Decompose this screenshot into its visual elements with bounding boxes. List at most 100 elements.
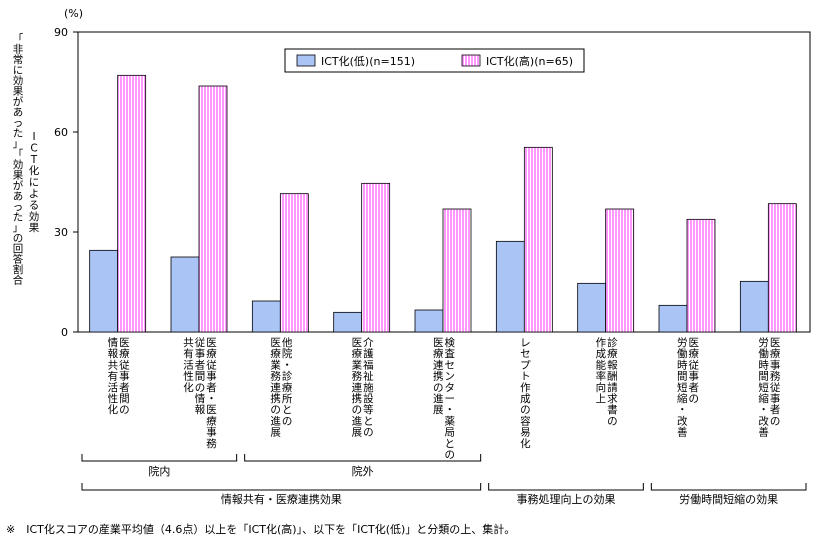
category-label-char: 活: [108, 382, 119, 394]
y-label-char: T: [30, 154, 38, 166]
category-label-char: ン: [445, 371, 456, 383]
category-label-char: 進: [352, 415, 363, 427]
category-label-char: と: [282, 404, 293, 416]
category-label-char: 祉: [363, 371, 374, 383]
category-label-char: 能: [596, 358, 607, 371]
category-label-char: 事: [119, 370, 130, 383]
legend-swatch: [461, 54, 481, 67]
y-label-char: 「: [13, 33, 24, 45]
y-label-char: 「: [13, 149, 24, 161]
y-label-char: 割: [13, 263, 24, 276]
category-label-char: 間: [758, 371, 769, 383]
category-label-char: の: [607, 415, 618, 427]
category-label-char: ・: [206, 393, 217, 405]
category-label-char: 善: [758, 426, 769, 439]
category-label-char: 性: [108, 392, 119, 405]
category-label-char: 報: [195, 404, 206, 416]
x-axis-labels: 医療従事者間の情報共有活性化医療従事者・医療事務従事者間の情報共有活性化他院・診…: [108, 336, 781, 461]
category-label-char: 医: [206, 337, 217, 349]
bar-low: [170, 256, 200, 333]
y-label-char: 果: [13, 170, 24, 182]
category-label-char: の: [195, 382, 206, 394]
category-label-char: 間: [195, 371, 206, 383]
category-label-char: 事: [206, 370, 217, 383]
category-label-char: 書: [607, 403, 618, 416]
bar-low: [89, 249, 119, 333]
bar-high: [279, 193, 309, 333]
category-label-char: 共: [183, 337, 194, 349]
category-label-char: 事: [206, 426, 217, 439]
category-label-char: 者: [770, 404, 781, 416]
y-tick-label: 60: [54, 126, 68, 139]
category-label-char: 連: [433, 358, 444, 371]
category-label-char: の: [433, 382, 444, 394]
category-label-char: 性: [183, 370, 194, 383]
category-label-char: ト: [520, 371, 531, 383]
y-label-char: 回: [13, 243, 24, 255]
y-label-char: に: [29, 177, 40, 189]
category-label-char: 携: [352, 392, 363, 405]
category-label-char: の: [352, 404, 363, 416]
category-label-char: 従: [770, 381, 781, 394]
bar-high: [198, 85, 228, 333]
category-label-char: 療: [433, 347, 444, 360]
category-label-char: 療: [119, 347, 130, 360]
category-label-char: 務: [270, 370, 281, 383]
category-label-char: 向: [596, 381, 607, 394]
category-label-char: 所: [282, 393, 293, 405]
category-label-char: 情: [195, 392, 206, 405]
category-label-char: 従: [195, 336, 206, 349]
category-label-char: 労: [758, 336, 769, 349]
legend-label: ICT化(高)(n=65): [486, 54, 573, 68]
category-label-char: 療: [206, 347, 217, 360]
category-label-char: 縮: [677, 392, 688, 405]
category-label-char: タ: [445, 382, 456, 394]
category-label-char: 療: [689, 347, 700, 360]
category-label-char: 間: [677, 371, 688, 383]
y-label-char: 効: [13, 74, 24, 87]
category-label-char: 化: [183, 381, 194, 394]
legend: ICT化(低)(n=151) ICT化(高)(n=65): [284, 48, 585, 73]
category-label-char: 有: [108, 370, 119, 383]
category-label-char: の: [363, 427, 374, 439]
category-label-char: 働: [758, 347, 769, 360]
category-label-char: 者: [119, 382, 130, 394]
category-label-char: 縮: [758, 392, 769, 405]
y-label-char: 効: [29, 210, 40, 223]
category-label-char: 働: [677, 347, 688, 360]
category-label-char: 作: [520, 382, 531, 394]
y-label-char: 」: [13, 222, 24, 234]
category-label-char: 短: [758, 381, 769, 394]
category-label-char: 共: [108, 359, 119, 371]
category-label-char: 請: [607, 381, 618, 394]
category-label-char: 療: [270, 347, 281, 360]
category-label-char: 事: [770, 392, 781, 405]
category-label-char: 率: [596, 370, 607, 383]
category-label-char: 連: [270, 381, 281, 394]
y-label-char: I: [32, 131, 35, 143]
category-label-char: ・: [677, 404, 688, 416]
category-label-char: 介: [363, 337, 374, 349]
category-label-char: 医: [270, 337, 281, 349]
y-label-char: に: [13, 65, 24, 77]
category-label-char: 従: [689, 358, 700, 371]
category-label-char: 医: [206, 404, 217, 416]
bar-low: [658, 304, 688, 333]
category-label-char: 連: [352, 381, 363, 394]
category-label-char: 院: [282, 347, 293, 360]
category-label-char: ・: [282, 359, 293, 371]
group-bracket-level1-label: 院外: [352, 464, 374, 478]
category-label-char: 改: [677, 414, 688, 427]
category-label-char: 務: [770, 370, 781, 383]
category-label-char: 化: [520, 437, 531, 450]
category-label-char: 者: [206, 382, 217, 394]
y-label-char: が: [13, 179, 24, 192]
category-label-char: 進: [270, 415, 281, 427]
y-label-char: あ: [13, 191, 24, 203]
y-label-char: っ: [13, 117, 24, 129]
category-label-char: レ: [520, 337, 531, 349]
category-label-char: 報: [607, 359, 618, 371]
category-label-char: セ: [445, 359, 456, 371]
category-label-char: の: [119, 404, 130, 416]
